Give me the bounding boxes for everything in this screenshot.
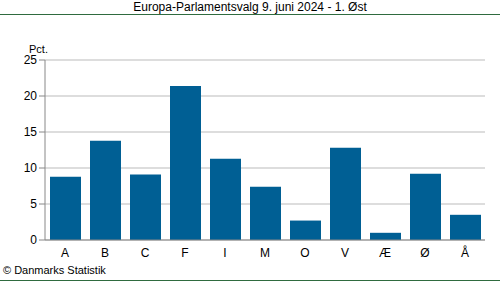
svg-text:Å: Å [461,245,469,260]
svg-text:F: F [181,246,188,260]
svg-text:25: 25 [24,53,38,67]
svg-text:B: B [101,246,109,260]
svg-text:Æ: Æ [379,246,391,260]
svg-text:C: C [141,246,150,260]
svg-text:10: 10 [24,161,38,175]
svg-text:O: O [300,246,309,260]
svg-text:Ø: Ø [420,246,429,260]
svg-text:V: V [341,246,349,260]
svg-text:20: 20 [24,89,38,103]
html-text:Pct.: Pct. [29,43,48,55]
svg-text:A: A [61,246,69,260]
svg-text:M: M [260,246,270,260]
svg-text:15: 15 [24,125,38,139]
svg-text:0: 0 [30,233,37,247]
svg-text:5: 5 [30,197,37,211]
html-text:Europa-Parlamentsvalg 9. juni: Europa-Parlamentsvalg 9. juni 2024 - 1. … [133,0,367,14]
svg-text:I: I [223,246,226,260]
html-text:© Danmarks Statistik: © Danmarks Statistik [3,264,106,276]
